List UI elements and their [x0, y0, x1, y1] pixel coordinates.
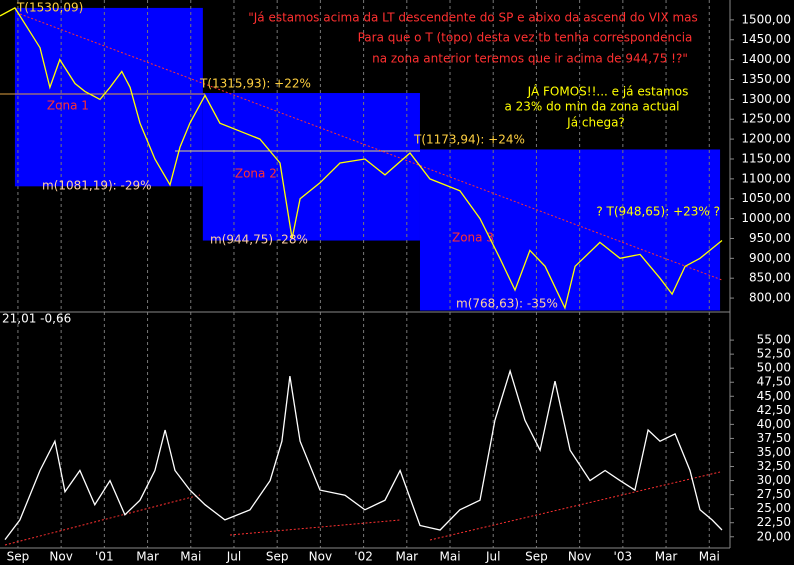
- annotation: m(1081,19): -29%: [42, 179, 152, 193]
- annotation: "Já estamos acima da LT descendente do S…: [248, 11, 698, 25]
- y-tick-label: 22,50: [757, 515, 791, 529]
- y-tick-label: 42,50: [757, 403, 791, 417]
- y-tick-label: 1150,00: [741, 151, 791, 165]
- series-line: [0, 7, 723, 310]
- annotation: Para que o T (topo) desta vez tb tenha c…: [358, 31, 693, 45]
- zone-label: Zona 1: [47, 99, 89, 113]
- x-tick-label: Mai: [180, 550, 201, 564]
- y-tick-label: 40,00: [757, 417, 791, 431]
- annotation: Já chega?: [566, 116, 625, 130]
- x-tick-label: Sep: [525, 550, 548, 564]
- y-tick-label: 900,00: [749, 251, 791, 265]
- y-tick-label: 1300,00: [741, 92, 791, 106]
- annotation: m(768,63): -35%: [456, 297, 558, 311]
- y-tick-label: 1450,00: [741, 32, 791, 46]
- zone: [419, 149, 721, 311]
- annotation: T(1530,09): [16, 1, 83, 15]
- y-tick-label: 1500,00: [741, 12, 791, 26]
- y-tick-label: 1200,00: [741, 132, 791, 146]
- annotation: T(1315,93): +22%: [199, 77, 311, 91]
- x-tick-label: Sep: [266, 550, 289, 564]
- annotation: JÁ FOMOS!!... e já estamos: [527, 84, 689, 99]
- y-tick-label: 1050,00: [741, 191, 791, 205]
- y-tick-label: 45,00: [757, 389, 791, 403]
- y-tick-label: 1250,00: [741, 112, 791, 126]
- y-tick-label: 32,50: [757, 459, 791, 473]
- y-tick-label: 850,00: [749, 271, 791, 285]
- panel-label: 21,01 -0,66: [2, 312, 71, 326]
- y-tick-label: 1350,00: [741, 72, 791, 86]
- x-tick-label: Jul: [226, 550, 241, 564]
- x-tick-label: Mar: [395, 550, 418, 564]
- y-tick-label: 35,00: [757, 445, 791, 459]
- x-tick-label: Nov: [49, 550, 72, 564]
- y-tick-label: 52,50: [757, 347, 791, 361]
- y-tick-label: 37,50: [757, 431, 791, 445]
- annotation: a 23% do min da zona actual: [504, 100, 679, 114]
- y-tick-label: 950,00: [749, 231, 791, 245]
- y-tick-label: 1400,00: [741, 52, 791, 66]
- x-tick-label: '03: [614, 550, 633, 564]
- x-tick-label: Mai: [699, 550, 720, 564]
- zones: [14, 7, 721, 311]
- y-tick-label: 1100,00: [741, 171, 791, 185]
- x-tick-label: Nov: [309, 550, 332, 564]
- x-tick-label: Mar: [136, 550, 159, 564]
- grid: [17, 0, 710, 548]
- y-tick-label: 800,00: [749, 291, 791, 305]
- zone: [202, 93, 420, 241]
- zone-label: Zona 3: [452, 231, 494, 245]
- y-tick-label: 55,00: [757, 333, 791, 347]
- x-tick-label: Nov: [568, 550, 591, 564]
- y-tick-label: 27,50: [757, 487, 791, 501]
- x-tick-label: '02: [354, 550, 373, 564]
- trend-line: [4, 494, 201, 546]
- annotation: T(1173,94): +24%: [413, 133, 525, 147]
- annotation: m(944,75) -28%: [210, 233, 308, 247]
- x-tick-label: Sep: [7, 550, 30, 564]
- series-line: [4, 368, 723, 540]
- trend-line: [229, 519, 401, 536]
- x-tick-label: Jul: [485, 550, 500, 564]
- annotation: na zona anterior teremos que ir acima de…: [372, 52, 688, 66]
- zone-label: Zona 2: [235, 167, 277, 181]
- y-tick-label: 50,00: [757, 361, 791, 375]
- annotation: ? T(948,65): +23% ?: [596, 205, 720, 219]
- x-tick-label: Mai: [439, 550, 460, 564]
- trend-line: [19, 13, 723, 281]
- x-tick-label: Mar: [655, 550, 678, 564]
- y-tick-label: 30,00: [757, 473, 791, 487]
- y-tick-label: 25,00: [757, 501, 791, 515]
- y-tick-label: 1000,00: [741, 211, 791, 225]
- trend-line: [429, 471, 721, 541]
- x-tick-label: '01: [95, 550, 114, 564]
- zone: [14, 7, 203, 187]
- y-tick-label: 47,50: [757, 375, 791, 389]
- y-tick-label: 20,00: [757, 529, 791, 543]
